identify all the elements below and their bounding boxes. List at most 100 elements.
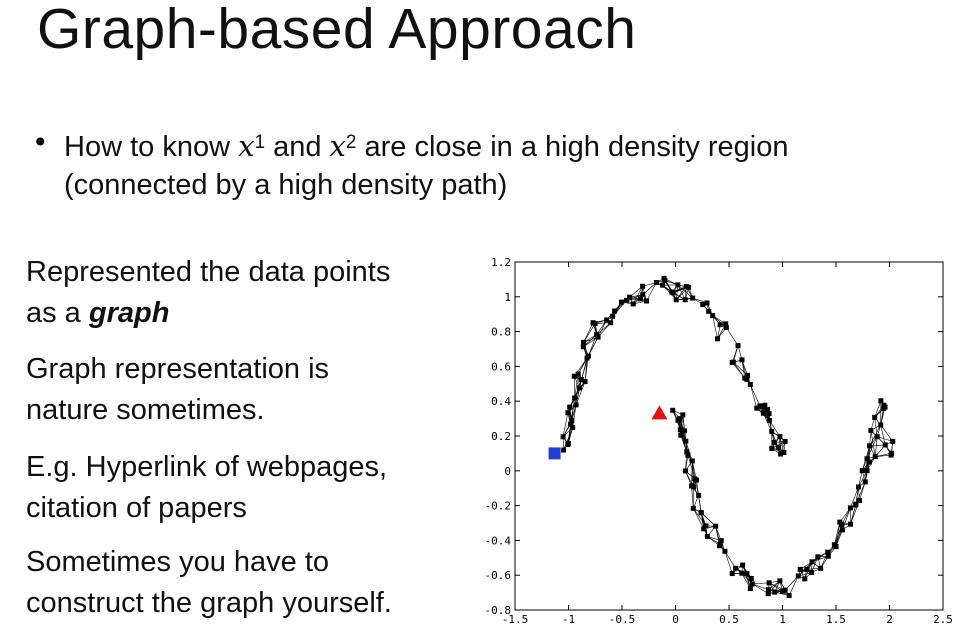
graph-edge bbox=[588, 336, 599, 357]
data-point bbox=[888, 452, 894, 458]
graph-edge bbox=[834, 522, 841, 545]
y-tick-label: 0.4 bbox=[491, 395, 511, 408]
data-point bbox=[859, 468, 865, 474]
data-point bbox=[847, 521, 853, 527]
graph-edge bbox=[850, 486, 859, 509]
data-point bbox=[782, 438, 788, 444]
data-point bbox=[704, 300, 710, 306]
paragraph-line: Sometimes you have to bbox=[26, 546, 330, 578]
data-point bbox=[766, 417, 772, 423]
paragraph-line: Graph representation is bbox=[26, 353, 330, 385]
data-point bbox=[868, 427, 874, 433]
data-point bbox=[683, 284, 689, 290]
paragraph-line: Represented the data points bbox=[26, 256, 391, 288]
y-tick-label: -0.2 bbox=[485, 500, 512, 513]
data-point bbox=[715, 336, 721, 342]
x-tick-label: -1.5 bbox=[502, 613, 529, 626]
data-point bbox=[690, 295, 696, 301]
x-tick-label: 1 bbox=[779, 613, 786, 626]
data-point bbox=[744, 376, 750, 382]
data-point bbox=[717, 322, 723, 328]
graph-edge bbox=[563, 427, 573, 451]
data-point bbox=[685, 452, 691, 458]
data-point bbox=[710, 313, 716, 319]
data-point bbox=[747, 586, 753, 592]
math-x2: x2 bbox=[329, 129, 357, 163]
graph-edge bbox=[858, 470, 868, 488]
graph-edge bbox=[682, 414, 685, 431]
graph-edge bbox=[811, 556, 819, 573]
graph-edge bbox=[869, 430, 872, 446]
data-point bbox=[570, 424, 576, 430]
data-point bbox=[560, 434, 566, 440]
data-point bbox=[683, 438, 689, 444]
data-point bbox=[673, 297, 679, 303]
x-tick-label: 0.5 bbox=[719, 613, 739, 626]
data-point bbox=[740, 562, 746, 568]
paragraph-line: citation of papers bbox=[26, 492, 247, 524]
data-point bbox=[853, 502, 859, 508]
data-point bbox=[701, 526, 707, 532]
graph-edge bbox=[750, 384, 758, 409]
data-point bbox=[771, 439, 777, 445]
data-point bbox=[580, 344, 586, 350]
graph-edge bbox=[752, 582, 770, 585]
graph-edge bbox=[726, 327, 739, 346]
data-point bbox=[682, 297, 688, 303]
data-point bbox=[696, 492, 702, 498]
data-point bbox=[678, 432, 684, 438]
paragraph-line: E.g. Hyperlink of webpages, bbox=[26, 451, 388, 483]
data-point bbox=[776, 445, 782, 451]
data-point bbox=[772, 589, 778, 595]
data-point bbox=[733, 565, 739, 571]
data-point bbox=[690, 505, 696, 511]
data-point bbox=[809, 559, 815, 565]
slide-title: Graph-based Approach bbox=[37, 0, 637, 61]
data-point bbox=[766, 411, 772, 417]
data-point bbox=[573, 402, 579, 408]
graph-edge bbox=[771, 431, 779, 448]
paragraph-nature: Graph representation is nature sometimes… bbox=[26, 349, 329, 431]
data-point bbox=[745, 372, 751, 378]
data-point bbox=[572, 395, 578, 401]
graph-edge bbox=[575, 381, 586, 405]
graph-edge bbox=[572, 404, 577, 428]
data-point bbox=[682, 428, 688, 434]
data-point bbox=[847, 505, 853, 511]
data-point bbox=[878, 422, 884, 428]
graph-edge bbox=[724, 551, 736, 569]
data-point bbox=[780, 588, 786, 594]
x-tick-label: 2 bbox=[886, 613, 893, 626]
graph-edge bbox=[696, 480, 699, 496]
graph-edge bbox=[769, 420, 781, 437]
data-point bbox=[627, 294, 633, 300]
graph-edge bbox=[880, 424, 886, 446]
data-point bbox=[729, 571, 735, 577]
data-point bbox=[704, 533, 710, 539]
data-point bbox=[662, 278, 668, 284]
data-point bbox=[766, 580, 772, 586]
data-point bbox=[722, 548, 728, 554]
y-tick-label: 0.8 bbox=[491, 326, 511, 339]
data-point bbox=[866, 459, 872, 465]
graph-scatter-plot: -1.5 -1 -0.5 0 0.5 1 1.5 2 2.5 -0.8 -0.6 -0.4 -0.2 0 0… bbox=[485, 256, 953, 626]
graph-edge bbox=[562, 412, 569, 437]
data-point bbox=[878, 398, 884, 404]
data-point bbox=[693, 477, 699, 483]
y-tick-label: 0.6 bbox=[491, 360, 511, 373]
data-point bbox=[777, 434, 783, 440]
data-point bbox=[744, 571, 750, 577]
data-point bbox=[582, 379, 588, 385]
data-point bbox=[804, 566, 810, 572]
data-point bbox=[769, 429, 775, 435]
labeled-triangle-point bbox=[651, 405, 668, 420]
graph-edge bbox=[712, 315, 718, 339]
data-point bbox=[717, 541, 723, 547]
data-point bbox=[864, 468, 870, 474]
data-point bbox=[640, 292, 646, 298]
data-point bbox=[777, 578, 783, 584]
data-point bbox=[882, 442, 888, 448]
data-point bbox=[637, 296, 643, 302]
labeled-square-point bbox=[548, 447, 561, 460]
data-point bbox=[624, 297, 630, 303]
